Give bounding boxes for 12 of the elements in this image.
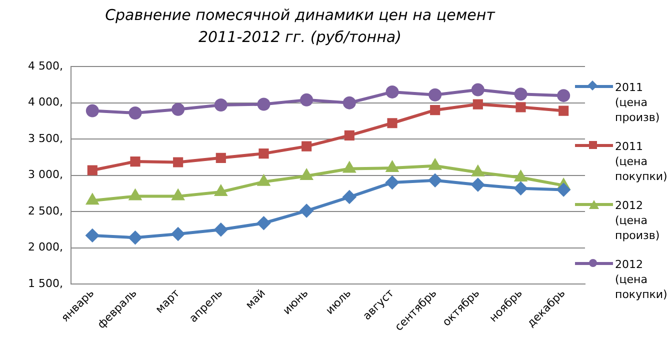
- y-tick-label: 3 500,: [28, 132, 63, 145]
- y-tick-label: 4 500,: [28, 59, 63, 72]
- y-tick-label: 2 000,: [28, 240, 63, 254]
- y-tick-label: 3 000,: [28, 168, 63, 182]
- legend-label: 2012 (цена произв): [615, 198, 661, 243]
- chart-title: Сравнение помесячной динамики цен на цемент 2011-2012 гг. (руб/тонна): [104, 5, 496, 48]
- y-tick-label: 4 000,: [28, 96, 63, 109]
- legend-label: 2011 (цена покупки): [615, 139, 668, 184]
- y-tick-label: 1 500,: [28, 276, 63, 290]
- legend-label: 2011 (цена произв): [615, 80, 661, 125]
- legend-label: 2012 (цена покупки): [615, 257, 668, 302]
- y-tick-label: 2 500,: [28, 204, 63, 218]
